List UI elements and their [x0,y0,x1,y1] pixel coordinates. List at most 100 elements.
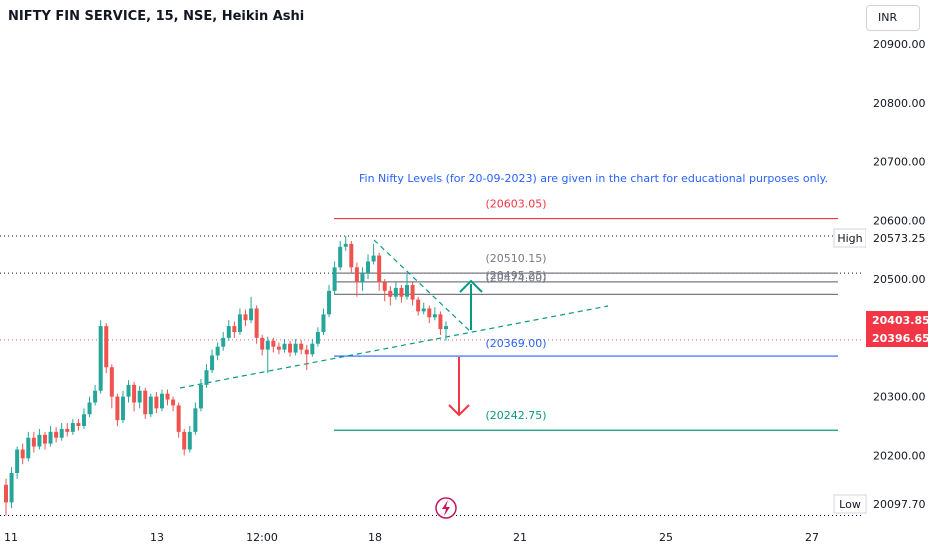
candle [354,262,359,297]
lightning-icon[interactable] [435,497,457,519]
candle [204,364,209,388]
candle [93,384,98,406]
candle [132,381,137,412]
high-value: 20573.25 [873,232,926,245]
x-tick-label: 13 [150,531,164,544]
last-price-2: 20396.65 [872,332,930,345]
candle [382,279,387,302]
candle [315,327,320,347]
candle [338,240,343,271]
candle [9,467,14,509]
candle [20,443,25,465]
candle [176,402,181,438]
candle [109,364,114,409]
candle [249,296,254,324]
candle [416,296,421,316]
low-badge: Low 20097.70 [833,494,926,514]
x-tick-label: 11 [4,531,18,544]
candle [98,320,103,394]
candle [65,423,70,437]
candle [282,339,287,353]
candle [159,389,164,412]
candle [427,305,432,324]
level-label: (20242.75) [485,409,546,422]
candle [310,339,315,357]
low-label: Low [839,498,861,511]
arrow-up-icon [459,279,483,330]
candle [377,252,382,291]
levels-layer: (20603.05) (20510.15) (20495.25)(20474.00)… [334,198,838,431]
candle [299,340,304,355]
candle [243,309,248,327]
candle [271,337,276,353]
candle [120,390,125,424]
arrow-down-icon [448,357,470,417]
candle [104,323,109,374]
candle [15,446,20,479]
candle [221,331,226,351]
candle [148,393,153,418]
last-price-badges: 20403.85 20396.65 [866,311,930,347]
candle [237,308,242,335]
high-badge: High 20573.25 [833,228,928,248]
candle [87,396,92,418]
candle [115,393,120,426]
candle [332,261,337,294]
low-value: 20097.70 [873,498,926,511]
candle [438,311,443,335]
x-tick-label: 12:00 [246,531,278,544]
level-label: (20495.25) [485,269,546,282]
candle [70,418,75,435]
candle [388,286,393,306]
candle [126,380,131,403]
candle [171,396,176,412]
candles-layer [4,236,448,516]
candle [432,307,437,321]
y-tick-label: 20500.00 [873,273,926,286]
candle [215,342,220,361]
currency-button[interactable]: INR [866,5,920,31]
candle [321,308,326,335]
y-tick-label: 20300.00 [873,391,926,404]
candle [265,336,270,374]
candle [276,342,281,355]
candle [210,349,215,374]
level-label: (20510.15) [485,252,546,265]
candle [165,389,170,406]
candle [393,282,398,300]
candle [327,284,332,318]
candle [54,427,59,443]
x-tick-label: 18 [368,531,382,544]
chart-annotation: Fin Nifty Levels (for 20-09-2023) are gi… [359,172,829,185]
level-label: (20603.05) [485,198,546,211]
candle [410,282,415,306]
y-tick-label: 20600.00 [873,214,926,227]
candle [26,431,31,462]
candle [260,334,265,356]
y-tick-label: 20900.00 [873,38,926,51]
symbol-title[interactable]: NIFTY FIN SERVICE, 15, NSE, Heikin Ashi [8,9,305,24]
trendlines [179,239,609,389]
last-price-1: 20403.85 [872,314,930,327]
candle [366,254,371,280]
rising-trendline [179,305,609,389]
candle [399,284,404,303]
candle [31,431,36,453]
candle [154,391,159,414]
price-axis[interactable]: 20900.00 20800.00 20700.00 20600.00 20500.00… [873,38,926,462]
falling-trendline [373,239,473,334]
candle [59,423,64,441]
high-label: High [837,232,862,245]
candle [444,321,448,341]
candle [371,243,376,265]
x-tick-label: 25 [659,531,673,544]
candle [349,240,354,274]
y-tick-label: 20800.00 [873,97,926,110]
candle [42,431,47,450]
x-tick-label: 21 [513,531,527,544]
time-axis[interactable]: 11 13 12:00 18 21 25 27 [4,531,819,544]
candle [48,425,53,447]
candle [81,408,86,429]
candle [226,320,231,341]
